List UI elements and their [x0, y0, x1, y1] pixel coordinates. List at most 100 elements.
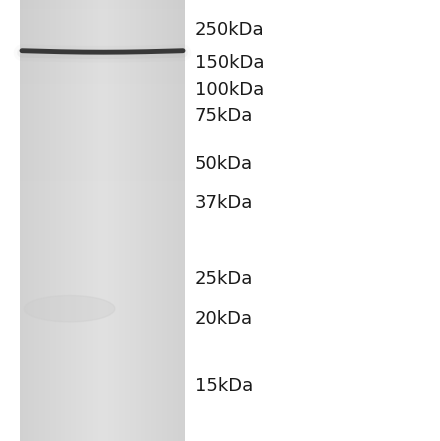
Bar — [20, 415, 185, 419]
Bar — [20, 0, 185, 4]
Bar — [20, 31, 185, 35]
Bar — [132, 0, 133, 441]
Bar — [141, 0, 143, 441]
Bar — [180, 0, 181, 441]
Bar — [147, 0, 148, 441]
Bar — [20, 146, 185, 150]
Bar — [20, 84, 185, 88]
Bar — [20, 437, 185, 441]
Bar — [136, 0, 137, 441]
Bar — [160, 0, 161, 441]
Bar — [20, 295, 185, 300]
Bar — [20, 71, 185, 75]
Bar — [45, 0, 46, 441]
Bar — [68, 0, 70, 441]
Bar — [100, 0, 101, 441]
Bar — [158, 0, 159, 441]
Bar — [38, 0, 39, 441]
Bar — [20, 340, 185, 344]
Bar — [138, 0, 139, 441]
Bar — [20, 335, 185, 340]
Bar — [42, 0, 44, 441]
Bar — [20, 344, 185, 348]
Bar — [70, 0, 71, 441]
Bar — [20, 428, 185, 432]
Bar — [20, 207, 185, 212]
Bar — [20, 93, 185, 97]
Bar — [20, 309, 185, 313]
Bar — [67, 0, 68, 441]
Bar — [20, 225, 185, 229]
Bar — [103, 0, 104, 441]
Bar — [166, 0, 167, 441]
Bar — [20, 256, 185, 260]
Bar — [20, 287, 185, 291]
Bar — [20, 243, 185, 247]
Bar — [115, 0, 116, 441]
Bar — [20, 410, 185, 415]
Text: 25kDa: 25kDa — [195, 270, 253, 288]
Bar — [81, 0, 82, 441]
Bar — [20, 35, 185, 40]
Bar — [72, 0, 73, 441]
Bar — [20, 150, 185, 154]
Text: 75kDa: 75kDa — [195, 107, 253, 124]
Bar — [170, 0, 171, 441]
Bar — [163, 0, 165, 441]
Bar — [29, 0, 31, 441]
Bar — [20, 251, 185, 256]
Bar — [20, 44, 185, 49]
Bar — [20, 141, 185, 146]
Bar — [46, 0, 48, 441]
Bar — [20, 238, 185, 243]
Bar — [20, 357, 185, 362]
Bar — [20, 282, 185, 287]
Bar — [150, 0, 152, 441]
Bar — [31, 0, 33, 441]
Bar — [122, 0, 123, 441]
Bar — [145, 0, 147, 441]
Bar — [134, 0, 136, 441]
Bar — [181, 0, 182, 441]
Bar — [34, 0, 35, 441]
Bar — [20, 348, 185, 353]
Bar — [104, 0, 105, 441]
Bar — [50, 0, 51, 441]
Bar — [89, 0, 90, 441]
Bar — [20, 291, 185, 295]
Bar — [28, 0, 29, 441]
Bar — [20, 220, 185, 225]
Bar — [156, 0, 158, 441]
Bar — [37, 0, 38, 441]
Bar — [20, 123, 185, 128]
Bar — [20, 379, 185, 384]
Bar — [130, 0, 132, 441]
Bar — [20, 137, 185, 141]
Bar — [20, 375, 185, 379]
Bar — [137, 0, 138, 441]
Bar — [20, 97, 185, 101]
Bar — [20, 119, 185, 123]
Bar — [49, 0, 50, 441]
Bar — [62, 0, 64, 441]
Bar — [143, 0, 144, 441]
Bar — [60, 0, 61, 441]
Bar — [48, 0, 49, 441]
Bar — [133, 0, 134, 441]
Bar — [110, 0, 111, 441]
Text: 150kDa: 150kDa — [195, 54, 264, 71]
Bar — [20, 57, 185, 62]
Bar — [20, 190, 185, 194]
Bar — [79, 0, 81, 441]
Bar — [182, 0, 183, 441]
Bar — [20, 172, 185, 176]
Bar — [83, 0, 84, 441]
Bar — [117, 0, 119, 441]
Bar — [88, 0, 89, 441]
Bar — [165, 0, 166, 441]
Bar — [20, 304, 185, 309]
Bar — [171, 0, 172, 441]
Bar — [20, 128, 185, 132]
Bar — [20, 362, 185, 366]
Bar — [167, 0, 169, 441]
